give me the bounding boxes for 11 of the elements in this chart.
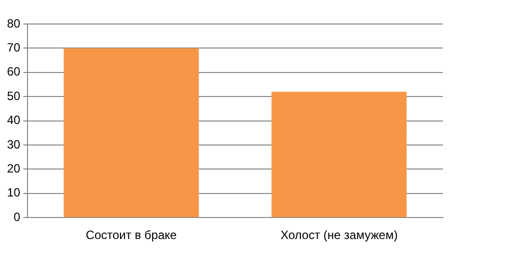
y-tick-label: 10 [6, 186, 21, 200]
y-tick-label: 70 [6, 40, 21, 55]
y-tick-label: 40 [6, 113, 21, 128]
y-tick-label: 0 [14, 210, 21, 224]
x-tick-label: Холост (не замужем) [280, 228, 398, 242]
y-tick-label: 60 [6, 64, 21, 79]
y-tick-label: 30 [6, 137, 21, 152]
y-tick-label: 50 [6, 88, 21, 103]
y-tick-label: 20 [6, 162, 21, 176]
x-tick-label: Состоит в браке [86, 228, 178, 242]
y-tick-label: 80 [6, 16, 21, 30]
